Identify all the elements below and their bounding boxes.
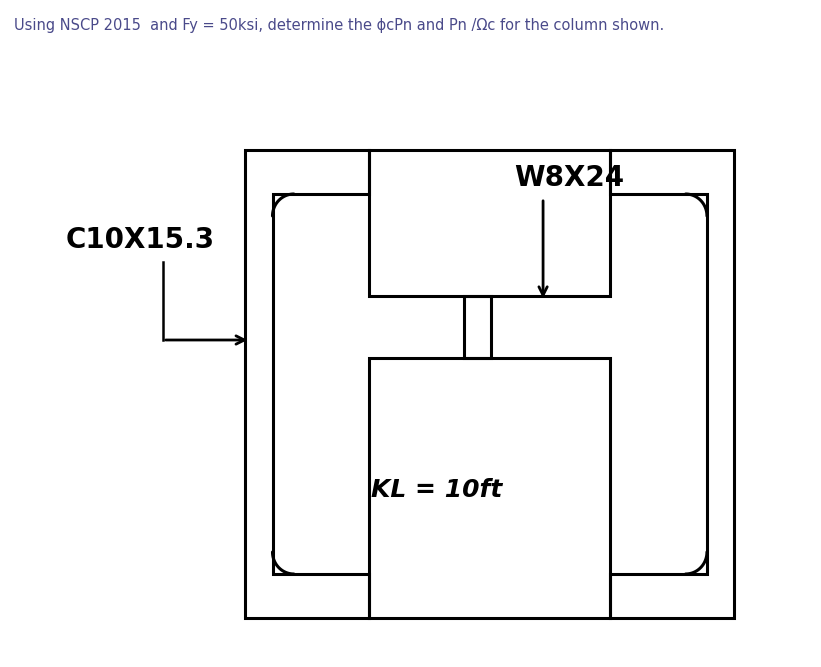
Text: W8X24: W8X24 bbox=[514, 164, 624, 192]
Text: C10X15.3: C10X15.3 bbox=[66, 226, 215, 254]
Text: Using NSCP 2015  and Fy = 50ksi, determine the ϕcPn and Pn /Ωc for the column sh: Using NSCP 2015 and Fy = 50ksi, determin… bbox=[14, 18, 664, 33]
Text: KL = 10ft: KL = 10ft bbox=[371, 478, 502, 502]
